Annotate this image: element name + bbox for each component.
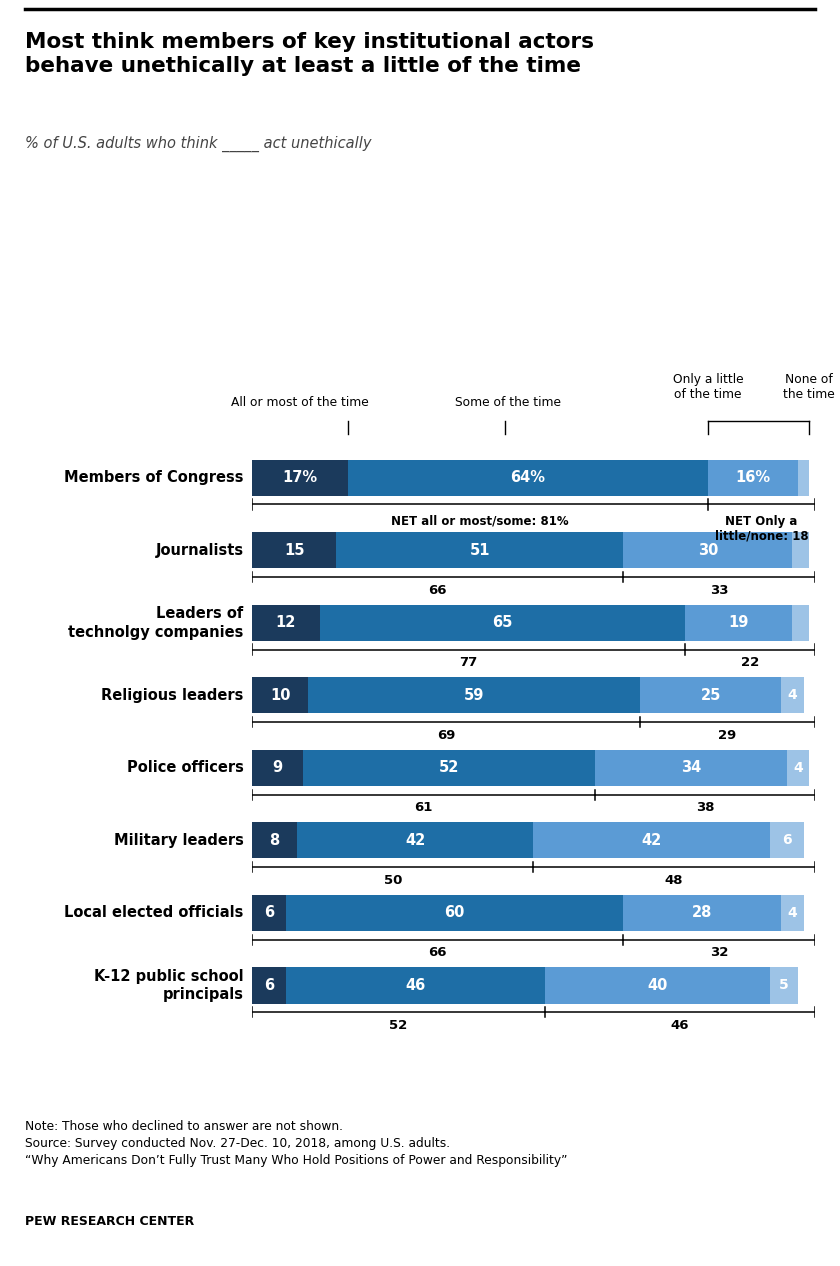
Text: 66: 66: [428, 946, 447, 960]
Bar: [252, 605, 319, 641]
Bar: [623, 895, 781, 931]
Bar: [252, 460, 348, 496]
Text: 6: 6: [264, 905, 274, 920]
Text: 50: 50: [384, 874, 402, 886]
Bar: [252, 822, 297, 858]
Text: 5: 5: [779, 979, 789, 993]
Bar: [769, 967, 798, 1004]
Text: 19: 19: [728, 615, 749, 630]
Text: Most think members of key institutional actors
behave unethically at least a lit: Most think members of key institutional …: [25, 32, 594, 76]
Text: 40: 40: [647, 977, 668, 993]
Text: 61: 61: [414, 801, 433, 814]
Text: 77: 77: [459, 656, 478, 668]
Text: % of U.S. adults who think _____ act unethically: % of U.S. adults who think _____ act une…: [25, 135, 371, 152]
Text: Journalists: Journalists: [155, 543, 244, 558]
Text: 65: 65: [492, 615, 512, 630]
Bar: [336, 532, 623, 568]
Text: 66: 66: [428, 584, 447, 596]
Bar: [708, 460, 798, 496]
Text: 28: 28: [692, 905, 712, 920]
Text: 38: 38: [696, 801, 714, 814]
Text: 52: 52: [389, 1019, 407, 1032]
Bar: [302, 749, 596, 786]
Text: 59: 59: [465, 687, 485, 703]
Text: 25: 25: [701, 687, 721, 703]
Bar: [685, 605, 792, 641]
Text: Police officers: Police officers: [127, 761, 244, 775]
Text: 69: 69: [437, 729, 455, 742]
Bar: [252, 749, 302, 786]
Text: NET Only a
little/none: 18: NET Only a little/none: 18: [715, 515, 808, 543]
Text: Religious leaders: Religious leaders: [101, 687, 244, 703]
Bar: [286, 967, 544, 1004]
Text: Local elected officials: Local elected officials: [64, 905, 244, 920]
Text: 46: 46: [670, 1019, 689, 1032]
Bar: [792, 605, 809, 641]
Text: NET all or most/some: 81%: NET all or most/some: 81%: [391, 515, 569, 528]
Bar: [348, 460, 708, 496]
Text: 42: 42: [642, 833, 662, 848]
Bar: [769, 822, 804, 858]
Bar: [252, 677, 308, 713]
Text: Only a little
of the time: Only a little of the time: [673, 373, 743, 401]
Text: 16%: 16%: [735, 470, 770, 485]
Text: 34: 34: [681, 761, 701, 775]
Text: 33: 33: [710, 584, 728, 596]
Bar: [544, 967, 769, 1004]
Text: 42: 42: [405, 833, 425, 848]
Text: 8: 8: [270, 833, 280, 848]
Text: None of
the time: None of the time: [783, 373, 835, 401]
Text: 60: 60: [444, 905, 465, 920]
Bar: [786, 749, 809, 786]
Bar: [252, 895, 286, 931]
Text: 17%: 17%: [282, 470, 318, 485]
Text: 4: 4: [787, 906, 797, 920]
Text: 15: 15: [284, 543, 304, 558]
Text: K-12 public school
principals: K-12 public school principals: [94, 968, 244, 1003]
Bar: [781, 677, 804, 713]
Text: 64%: 64%: [510, 470, 545, 485]
Text: 51: 51: [470, 543, 491, 558]
Bar: [286, 895, 623, 931]
Text: 29: 29: [718, 729, 737, 742]
Bar: [792, 532, 809, 568]
Bar: [596, 749, 786, 786]
Text: 52: 52: [438, 761, 459, 775]
Bar: [640, 677, 781, 713]
Text: 9: 9: [272, 761, 282, 775]
Bar: [252, 532, 336, 568]
Bar: [308, 677, 640, 713]
Bar: [798, 460, 809, 496]
Bar: [319, 605, 685, 641]
Text: 4: 4: [787, 689, 797, 703]
Text: 46: 46: [405, 977, 425, 993]
Text: 6: 6: [264, 977, 274, 993]
Text: Military leaders: Military leaders: [113, 833, 244, 848]
Text: 12: 12: [276, 615, 296, 630]
Text: 32: 32: [710, 946, 728, 960]
Text: Note: Those who declined to answer are not shown.
Source: Survey conducted Nov. : Note: Those who declined to answer are n…: [25, 1120, 568, 1167]
Text: Leaders of
technolgy companies: Leaders of technolgy companies: [68, 606, 244, 639]
Bar: [623, 532, 792, 568]
Text: 10: 10: [270, 687, 291, 703]
Bar: [781, 895, 804, 931]
Bar: [533, 822, 769, 858]
Bar: [252, 967, 286, 1004]
Text: PEW RESEARCH CENTER: PEW RESEARCH CENTER: [25, 1215, 194, 1228]
Text: All or most of the time: All or most of the time: [231, 396, 369, 409]
Text: Members of Congress: Members of Congress: [64, 470, 244, 485]
Bar: [297, 822, 533, 858]
Text: 4: 4: [793, 761, 803, 775]
Text: 6: 6: [782, 833, 791, 847]
Text: 22: 22: [741, 656, 759, 668]
Text: 30: 30: [698, 543, 718, 558]
Text: 48: 48: [664, 874, 684, 886]
Text: Some of the time: Some of the time: [455, 396, 561, 409]
